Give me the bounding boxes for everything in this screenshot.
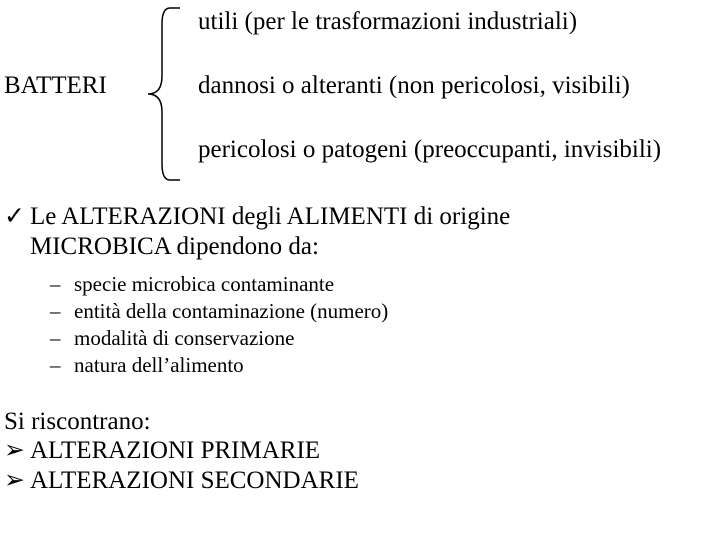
alterazioni-intro-line2: MICROBICA dipendono da: (30, 233, 319, 260)
brace-item-dannosi: dannosi o alteranti (non pericolosi, vis… (198, 72, 630, 100)
factor-text: natura dell’alimento (74, 352, 244, 379)
factor-text: specie microbica contaminante (74, 271, 334, 298)
spacer (0, 379, 720, 407)
arrow-icon: ➢ (4, 436, 30, 466)
alteration-type-secondary: ➢ALTERAZIONI SECONDARIE (4, 466, 720, 496)
factor-text: entità della contaminazione (numero) (74, 298, 388, 325)
factor-list: – specie microbica contaminante – entità… (50, 271, 720, 379)
dash-icon: – (50, 271, 74, 298)
list-item: – modalità di conservazione (50, 325, 720, 352)
alteration-type-text: ALTERAZIONI PRIMARIE (30, 437, 320, 464)
arrow-icon: ➢ (4, 466, 30, 496)
slide: BATTERI utili (per le trasformazioni ind… (0, 0, 720, 540)
dash-icon: – (50, 298, 74, 325)
alteration-type-primary: ➢ALTERAZIONI PRIMARIE (4, 436, 720, 466)
alterazioni-intro-line1: Le ALTERAZIONI degli ALIMENTI di origine (30, 203, 510, 230)
factor-text: modalità di conservazione (74, 325, 294, 352)
brace-item-pericolosi: pericolosi o patogeni (preoccupanti, inv… (198, 136, 661, 164)
list-item: – specie microbica contaminante (50, 271, 720, 298)
alteration-type-text: ALTERAZIONI SECONDARIE (30, 467, 359, 494)
check-icon: ✓ (4, 202, 30, 232)
brace-label: BATTERI (4, 72, 107, 100)
riscontro-label: Si riscontrano: (4, 407, 720, 437)
list-item: – natura dell’alimento (50, 352, 720, 379)
alterazioni-intro: ✓Le ALTERAZIONI degli ALIMENTI di origin… (4, 202, 720, 261)
left-curly-brace (140, 4, 190, 184)
dash-icon: – (50, 325, 74, 352)
indent-spacer (4, 232, 30, 262)
brace-item-utili: utili (per le trasformazioni industriali… (198, 8, 577, 36)
brace-section: BATTERI utili (per le trasformazioni ind… (0, 0, 720, 180)
list-item: – entità della contaminazione (numero) (50, 298, 720, 325)
dash-icon: – (50, 352, 74, 379)
